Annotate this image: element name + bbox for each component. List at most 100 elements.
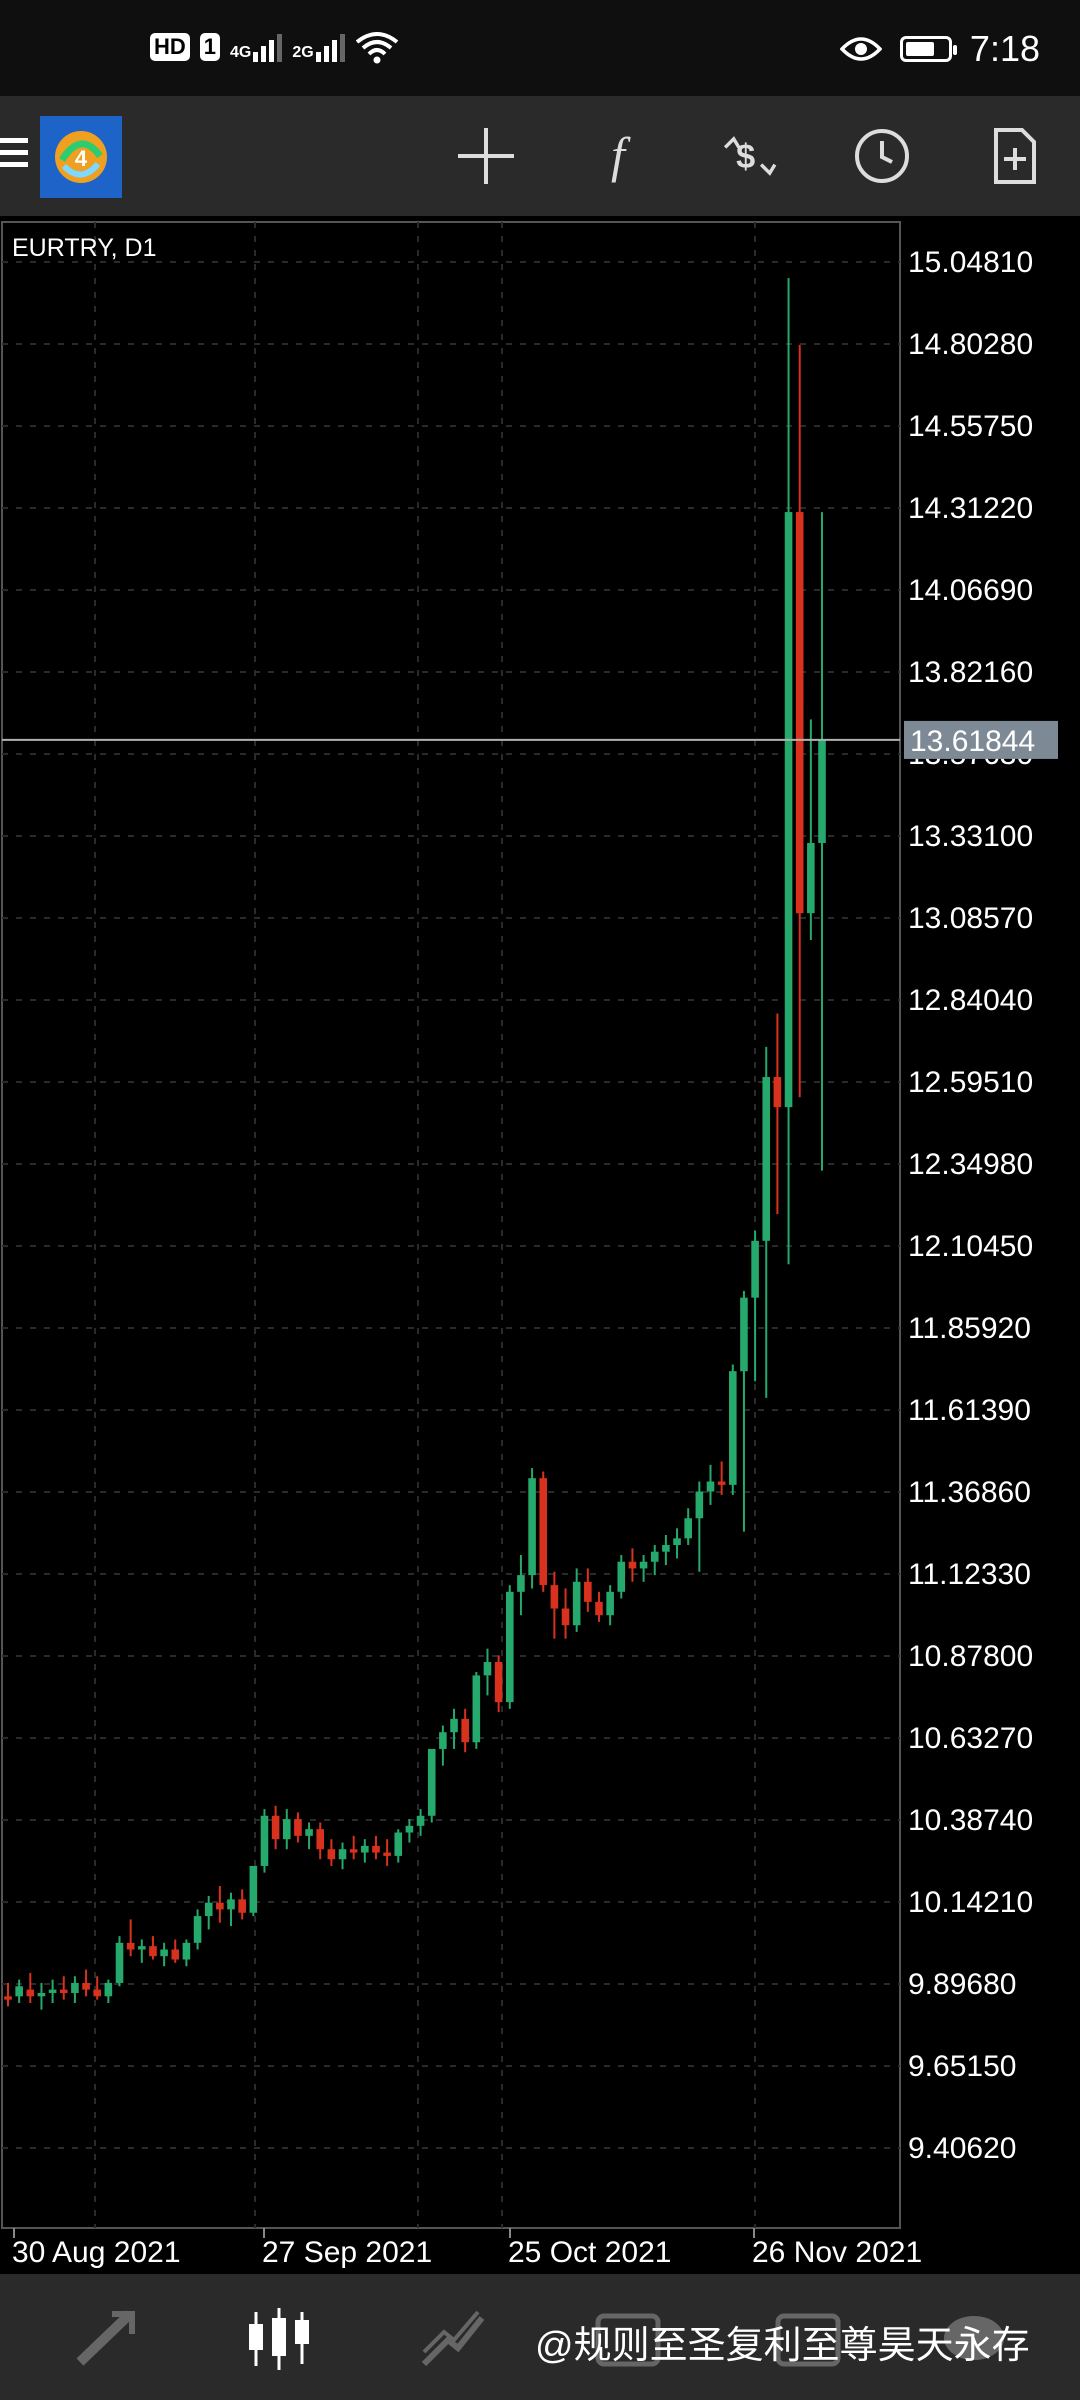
bar-chart-icon <box>76 2310 135 2366</box>
candle-body <box>461 1718 469 1743</box>
line-chart-button[interactable] <box>72 2304 142 2374</box>
current-price-tag <box>904 720 1058 759</box>
candle-body <box>15 1986 23 1997</box>
line-chart-type-button[interactable] <box>418 2304 488 2374</box>
y-tick-label: 14.80280 <box>908 328 1033 361</box>
candle-body <box>316 1829 325 1850</box>
x-tick-label: 30 Aug 2021 <box>12 2236 181 2269</box>
candle-body <box>59 1989 68 1993</box>
y-tick-label: 10.63270 <box>908 1722 1033 1755</box>
indicators-button[interactable]: f <box>588 126 648 186</box>
candle-body <box>795 512 804 914</box>
plot-frame <box>1 221 901 2229</box>
candle-body <box>405 1825 414 1833</box>
candle-body <box>271 1815 280 1840</box>
new-order-button[interactable] <box>984 126 1044 186</box>
candle-body <box>550 1585 559 1609</box>
candle-body <box>383 1852 391 1856</box>
candle-body <box>193 1916 202 1943</box>
candle-body <box>82 1982 90 1990</box>
candle-body <box>394 1832 403 1856</box>
crosshair-button[interactable] <box>456 126 516 186</box>
candlestick-chart[interactable]: 15.04810 14.80280 14.55750 14.31220 14.06690… <box>0 218 1080 2274</box>
price-chart[interactable]: 15.04810 14.80280 14.55750 14.31220 14.06690… <box>0 218 1080 2274</box>
candle-body <box>807 843 815 914</box>
y-tick-label: 11.61390 <box>908 1394 1031 1427</box>
y-tick-label: 14.55750 <box>908 410 1033 443</box>
candle-body <box>617 1561 626 1592</box>
candle-body <box>606 1591 614 1616</box>
candle-body <box>37 1992 46 1997</box>
candle-body <box>48 1989 57 1993</box>
candle-body <box>684 1518 692 1539</box>
candle-body <box>740 1297 748 1372</box>
candle-body <box>327 1849 336 1860</box>
x-tick-label: 26 Nov 2021 <box>752 2236 922 2269</box>
y-tick-label: 12.10450 <box>908 1230 1033 1263</box>
svg-text:f: f <box>611 127 631 183</box>
battery-icon <box>899 36 957 62</box>
y-tick-label: 13.82160 <box>908 656 1033 689</box>
candle-body <box>416 1815 425 1826</box>
candle-body <box>662 1545 670 1552</box>
x-tick-label: 25 Oct 2021 <box>508 2236 671 2269</box>
eye-icon <box>839 37 882 61</box>
candle-body <box>372 1845 380 1853</box>
status-left: HD 1 4G 2G <box>150 30 399 64</box>
function-icon: f <box>611 127 631 183</box>
candle-body <box>729 1371 737 1485</box>
candle-body <box>138 1946 146 1950</box>
wifi-icon <box>355 32 398 64</box>
net-label-2g: 2G <box>292 44 314 61</box>
candle-body <box>216 1902 224 1910</box>
candle-body <box>483 1662 492 1676</box>
y-tick-label: 11.12330 <box>908 1558 1031 1591</box>
candle-body <box>628 1561 637 1569</box>
candle-body <box>115 1942 124 1983</box>
history-button[interactable] <box>852 126 912 186</box>
candle-body <box>93 1989 101 1997</box>
signal-4g: 4G <box>230 32 283 62</box>
candle-body <box>751 1240 759 1298</box>
candle-body <box>305 1829 313 1836</box>
candle-body <box>561 1608 570 1626</box>
y-tick-label: 9.65150 <box>908 2050 1016 2083</box>
status-right: 7:18 <box>839 28 1040 70</box>
crosshair-icon <box>458 128 514 184</box>
watermark-text: @规则至圣复利至尊昊天永存 <box>535 2325 1030 2367</box>
candle-body <box>427 1748 436 1816</box>
candlestick-button[interactable] <box>244 2304 314 2374</box>
candle-body <box>572 1581 581 1626</box>
candle-body <box>773 1077 782 1108</box>
y-tick-label: 10.87800 <box>908 1640 1033 1673</box>
trade-button[interactable]: $ <box>720 126 780 186</box>
candle-body <box>717 1481 726 1485</box>
sim-badge: 1 <box>199 33 221 61</box>
candle-body <box>249 1865 258 1913</box>
candle-body <box>260 1815 269 1866</box>
hd-badge: HD <box>150 33 190 61</box>
clock-icon <box>855 129 909 183</box>
candle-body <box>762 1077 771 1241</box>
menu-icon[interactable] <box>0 138 28 174</box>
candle-body <box>639 1561 648 1569</box>
net-label-4g: 4G <box>230 44 252 61</box>
candle-body <box>238 1899 246 1913</box>
candle-body <box>282 1819 291 1840</box>
candle-body <box>450 1718 458 1733</box>
y-tick-label: 14.06690 <box>908 574 1033 607</box>
x-tick-label: 27 Sep 2021 <box>262 2236 432 2269</box>
metatrader-logo-icon: 4 <box>40 116 122 198</box>
candle-body <box>706 1481 715 1492</box>
candlestick-icon <box>249 2308 309 2370</box>
candle-body <box>439 1732 447 1749</box>
app-logo[interactable]: 4 <box>40 116 122 198</box>
chart-settings-icon[interactable] <box>594 2312 662 2368</box>
candle-body <box>338 1849 347 1860</box>
candle-body <box>472 1675 481 1743</box>
chat-icon[interactable] <box>940 2312 1008 2368</box>
candle-body <box>349 1849 358 1853</box>
objects-icon[interactable] <box>774 2312 842 2368</box>
candle-body <box>227 1899 235 1910</box>
trade-dollar-icon: $ <box>723 136 777 176</box>
